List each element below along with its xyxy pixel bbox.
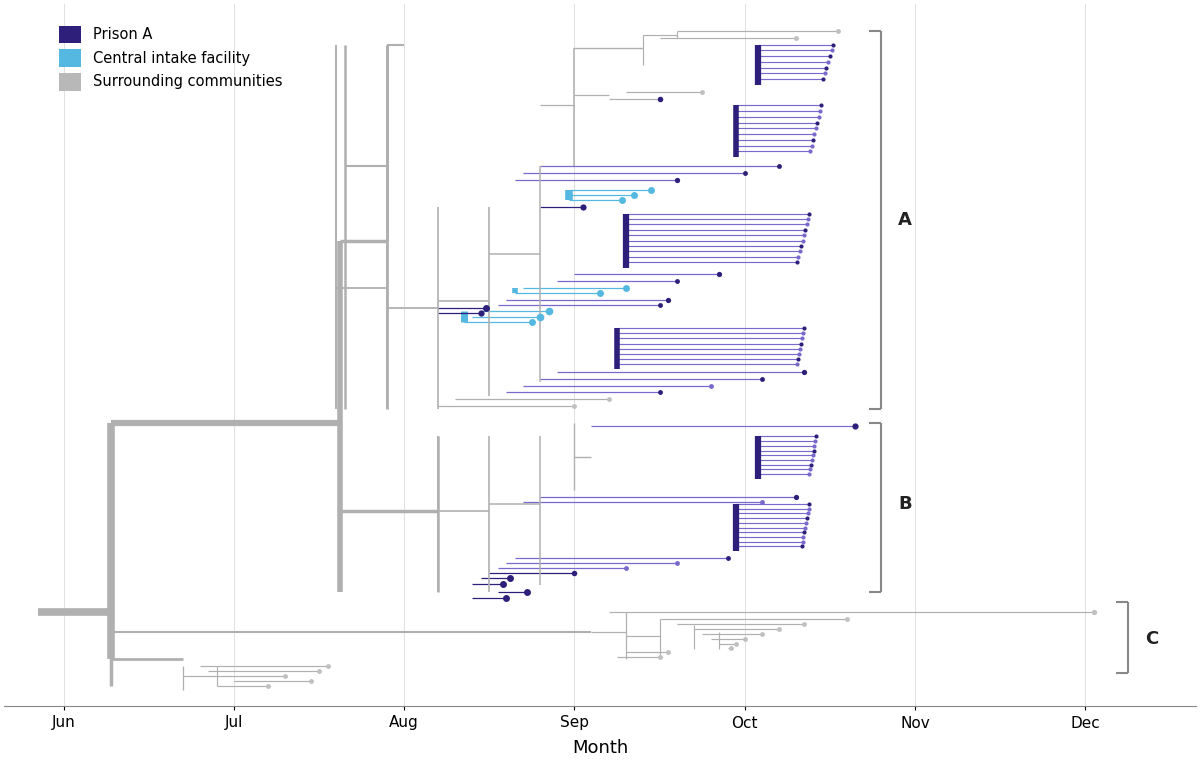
Text: C: C [1145,630,1158,648]
X-axis label: Month: Month [572,739,628,757]
Text: A: A [898,212,912,229]
Text: B: B [898,495,912,513]
Legend: Prison A, Central intake facility, Surrounding communities: Prison A, Central intake facility, Surro… [59,26,282,91]
